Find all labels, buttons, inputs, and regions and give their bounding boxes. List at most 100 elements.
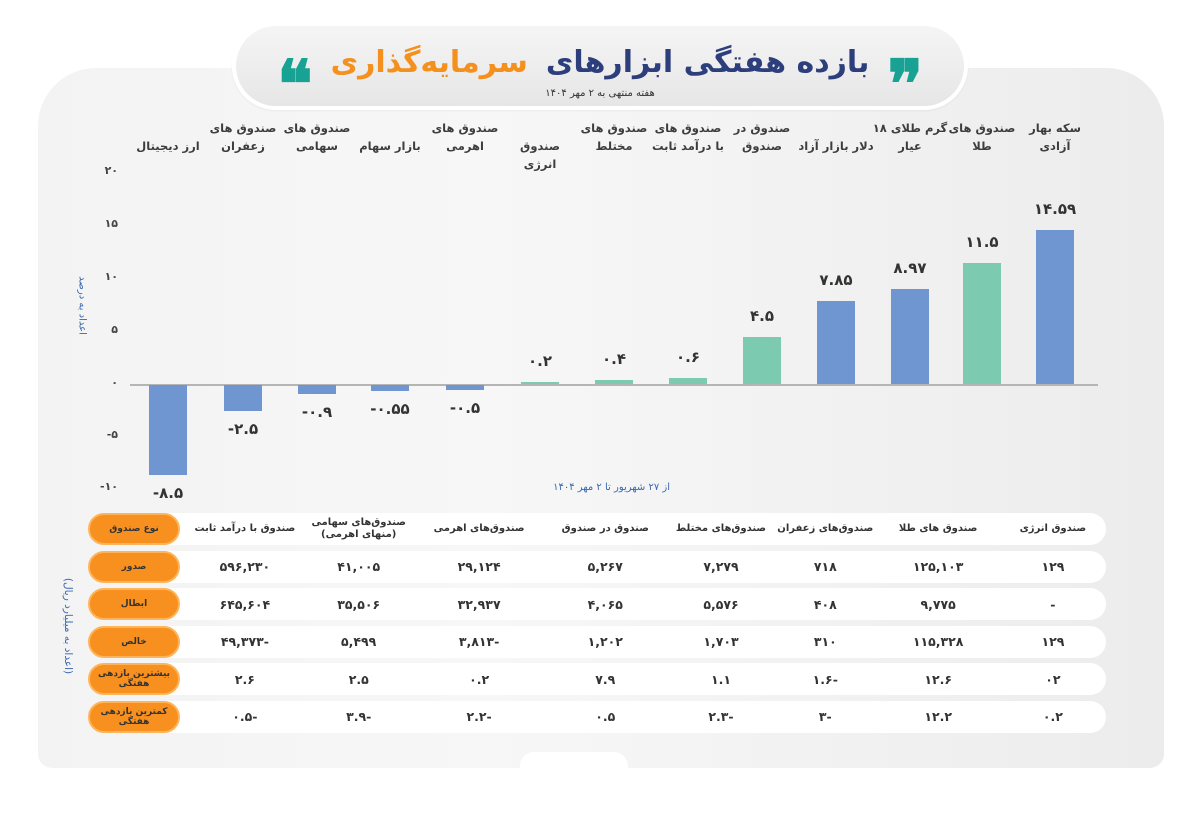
row-label-pill: کمترین بازدهی هفتگی xyxy=(88,700,180,733)
table-cell: ۱۲.۶ xyxy=(924,671,952,687)
category-label-line1: صندوق در xyxy=(733,121,791,135)
category-label-line1: صندوق های xyxy=(431,121,499,135)
table-cell: -۱.۶ xyxy=(812,671,838,687)
category-label: سکه بهار آزادی xyxy=(1017,119,1093,155)
category-label-line1: گرم طلای ۱۸ xyxy=(872,121,948,135)
bar[interactable] xyxy=(224,385,262,412)
category-label-line2: دلار بازار آزاد xyxy=(798,139,874,153)
bar[interactable] xyxy=(743,336,781,384)
category-label-line1: صندوق های xyxy=(580,121,648,135)
row-cells: ۰۲ ۱۲.۶ -۱.۶ ۱.۱ ۷.۹ ۰.۲ ۲.۵ ۲.۶ xyxy=(188,663,1106,695)
table-cell: ۵۹۶,۲۳۰ xyxy=(219,559,271,574)
table-cell: ۷.۹ xyxy=(595,671,616,687)
row-label-pill: بیشترین بازدهی هفتگی xyxy=(88,663,180,695)
category-label-line1: صندوق های xyxy=(654,121,722,135)
table-row: خالص ۱۲۹ ۱۱۵,۳۲۸ ۳۱۰ ۱,۷۰۳ ۱,۲۰۲ -۳,۸۱۳ ۵,۴۹۹ -۴… xyxy=(88,625,1106,658)
table-cell: ۳۵,۵۰۶ xyxy=(337,596,381,612)
bar[interactable] xyxy=(298,385,336,395)
y-tick: -۵ xyxy=(106,428,118,441)
bar[interactable] xyxy=(1036,230,1074,384)
category-label-line1: صندوق های xyxy=(209,121,277,135)
category-label-line2: آزادی xyxy=(1039,139,1071,153)
category-label: صندوق های اهرمی xyxy=(427,119,503,155)
bar[interactable] xyxy=(521,381,559,384)
table-cell: - xyxy=(1050,596,1056,612)
table-cell: ۴۰۸ xyxy=(813,596,837,612)
table-cell: -۲.۲ xyxy=(466,709,492,724)
bar[interactable] xyxy=(595,379,633,384)
category-label-line2: اهرمی xyxy=(446,139,484,153)
column-header: صندوق انرژی xyxy=(1019,523,1087,534)
table-units-label: (اعداد به میلیارد ریال) xyxy=(62,577,74,675)
bar[interactable] xyxy=(669,377,707,384)
bar-value-label: ۰.۶ xyxy=(675,347,700,366)
table-cell: -۳,۸۱۳ xyxy=(458,634,500,649)
table-cell: ۷,۲۷۹ xyxy=(703,559,739,574)
category-label: ارز دیجیتال xyxy=(130,119,206,155)
row-cells: ۱۲۹ ۱۱۵,۳۲۸ ۳۱۰ ۱,۷۰۳ ۱,۲۰۲ -۳,۸۱۳ ۵,۴۹۹ -۴۹,۳۷… xyxy=(188,626,1106,658)
bar-value-label: ۴.۵ xyxy=(749,306,774,325)
table-row: ابطال - ۹,۷۷۵ ۴۰۸ ۵,۵۷۶ ۴,۰۶۵ ۳۲,۹۳۷ ۳۵,۵۰۶ ۶۴۵,… xyxy=(88,588,1106,620)
category-label: صندوق انرژی xyxy=(502,119,578,173)
quote-close-icon: ❝ xyxy=(277,45,313,123)
row-label-pill: خالص xyxy=(88,625,180,658)
table-cell: ۵,۲۶۷ xyxy=(587,559,623,574)
category-label-line2: صندوق xyxy=(742,139,782,153)
bar[interactable] xyxy=(446,385,484,391)
category-label: صندوق های مختلط xyxy=(576,119,652,155)
bar-value-label: -۰.۵ xyxy=(449,399,481,418)
column-header: صندوق‌های زعفران xyxy=(777,523,874,534)
page-title-highlight: سرمایه‌گذاری xyxy=(330,44,528,80)
row-cells: ۰.۲ ۱۲.۲ -۳ -۲.۳ ۰.۵ -۲.۲ -۳.۹ -۰.۵ xyxy=(188,701,1106,733)
title-banner: ❞ بازده هفتگی ابزارهای سرمایه‌گذاری ❝ هف… xyxy=(232,22,968,123)
bar[interactable] xyxy=(891,289,929,384)
category-label: بازار سهام xyxy=(352,119,428,155)
row-cells: - ۹,۷۷۵ ۴۰۸ ۵,۵۷۶ ۴,۰۶۵ ۳۲,۹۳۷ ۳۵,۵۰۶ ۶۴۵,۶۰۴ xyxy=(188,588,1106,620)
bar-value-label: ۱۱.۵ xyxy=(965,232,999,251)
y-tick: -۱۰ xyxy=(100,480,118,493)
bar-value-label: ۸.۹۷ xyxy=(893,259,927,278)
table-cell: ۱,۲۰۲ xyxy=(587,634,623,649)
row-label-pill: ابطال xyxy=(88,588,180,620)
x-axis-caption: از ۲۷ شهریور تا ۲ مهر ۱۴۰۴ xyxy=(553,482,670,493)
table-cell: ۱.۱ xyxy=(710,671,731,687)
bar[interactable] xyxy=(371,385,409,391)
row-label-pill: صدور xyxy=(88,550,180,583)
table-cell: -۳.۹ xyxy=(346,709,372,724)
category-label: صندوق های سهامی xyxy=(279,119,355,155)
table-cell: ۲.۵ xyxy=(348,671,369,687)
table-cell: ۱,۷۰۳ xyxy=(703,634,739,649)
y-tick: ۲۰ xyxy=(104,164,118,177)
page-title-main: بازده هفتگی ابزارهای xyxy=(545,44,870,80)
bar-value-label: ۰.۲ xyxy=(527,351,552,370)
category-label-line2: عیار xyxy=(898,139,922,153)
category-label-line1: صندوق های xyxy=(948,121,1016,135)
quote-open-icon: ❞ xyxy=(887,45,923,123)
table-cell: ۱۲۵,۱۰۳ xyxy=(912,559,964,574)
table-cell: -۳ xyxy=(818,709,832,724)
bar[interactable] xyxy=(149,385,187,475)
table-cell: ۰.۲ xyxy=(1042,709,1063,724)
table-cell: ۳۲,۹۳۷ xyxy=(457,596,501,612)
table-cell: ۴,۰۶۵ xyxy=(587,596,623,612)
category-label-line1 xyxy=(502,119,578,137)
table-cell: ۲.۶ xyxy=(234,671,255,687)
column-header: صندوق‌های مختلط xyxy=(675,523,767,534)
table-row: کمترین بازدهی هفتگی ۰.۲ ۱۲.۲ -۳ -۲.۳ ۰.۵ -۲.۲ -… xyxy=(88,700,1106,733)
table-cell: ۶۴۵,۶۰۴ xyxy=(219,596,271,612)
column-header: صندوق‌های سهامی (منهای اهرمی) xyxy=(311,517,406,540)
column-header: صندوق با درآمد ثابت xyxy=(194,523,296,534)
column-header: صندوق‌های اهرمی xyxy=(433,523,525,534)
bar[interactable] xyxy=(963,262,1001,384)
bar-value-label: -۲.۵ xyxy=(227,420,259,439)
category-label: گرم طلای ۱۸ عیار xyxy=(872,119,948,155)
table-cell: -۰.۵ xyxy=(232,709,258,724)
table-row: صدور ۱۲۹ ۱۲۵,۱۰۳ ۷۱۸ ۷,۲۷۹ ۵,۲۶۷ ۲۹,۱۲۴ ۴۱,۰۰۵ ۵… xyxy=(88,550,1106,583)
bar-value-label: -۸.۵ xyxy=(152,483,184,502)
table-cell: ۴۱,۰۰۵ xyxy=(337,559,381,574)
category-label: صندوق های طلا xyxy=(944,119,1020,155)
bar[interactable] xyxy=(817,301,855,384)
y-tick: ۱۰ xyxy=(104,270,118,283)
row-cells: صندوق انرژی صندوق های طلا صندوق‌های زعفران… xyxy=(188,513,1106,545)
column-header: صندوق در صندوق xyxy=(561,523,649,534)
